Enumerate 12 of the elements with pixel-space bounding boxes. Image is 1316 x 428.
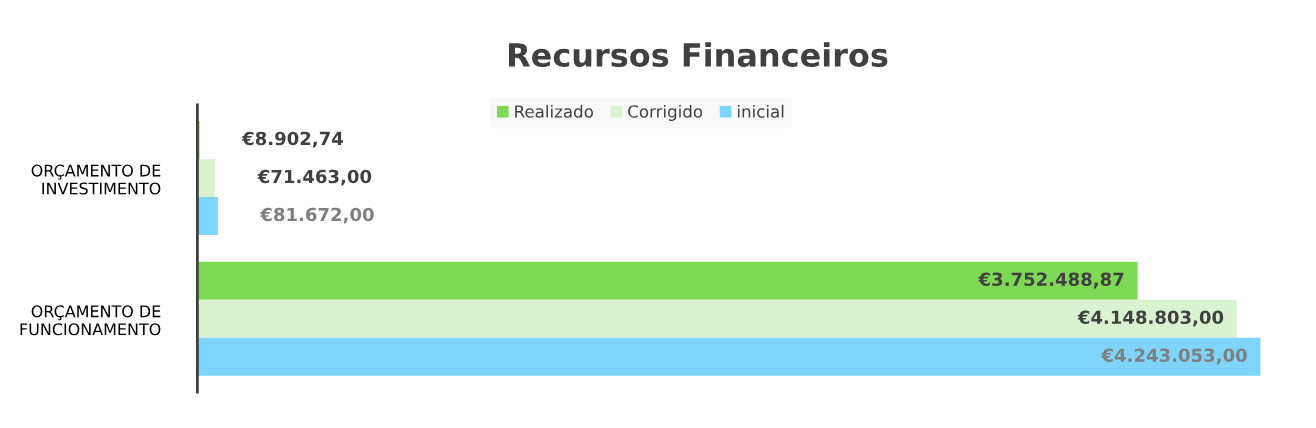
data-label: €71.463,00 bbox=[257, 169, 372, 186]
data-label: €3.752.488,87 bbox=[978, 272, 1124, 289]
y-tick-label: ORÇAMENTO DE FUNCIONAMENTO bbox=[20, 305, 161, 336]
data-label: €4.243.053,00 bbox=[1101, 348, 1247, 365]
chart-title: Recursos Financeiros bbox=[508, 42, 888, 68]
legend-label: inicial bbox=[737, 104, 784, 118]
legend-label: Corrigido bbox=[628, 104, 703, 122]
data-label: €4.148.803,00 bbox=[1077, 310, 1224, 327]
data-label: €8.902,74 bbox=[241, 131, 343, 148]
legend-label: Realizado bbox=[515, 104, 593, 118]
y-tick-label: ORÇAMENTO DE INVESTIMENTO bbox=[31, 164, 161, 195]
data-label: €81.672,00 bbox=[260, 207, 374, 224]
